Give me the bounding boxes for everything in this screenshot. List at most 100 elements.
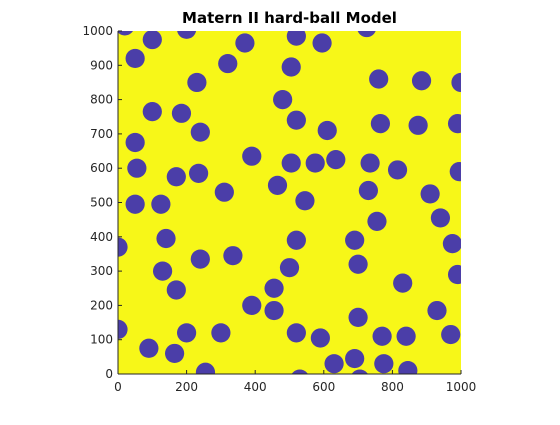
data-point-55 bbox=[264, 278, 284, 298]
y-tick-label-4: 400 bbox=[90, 230, 113, 244]
data-point-10 bbox=[357, 31, 376, 38]
data-point-15 bbox=[171, 103, 192, 123]
data-point-18 bbox=[286, 110, 306, 130]
data-point-45 bbox=[430, 208, 451, 228]
data-point-12 bbox=[411, 71, 432, 91]
x-tick-label-1: 200 bbox=[175, 380, 198, 394]
y-tick-label-6: 600 bbox=[90, 161, 113, 175]
data-point-52 bbox=[348, 254, 368, 274]
points-layer bbox=[118, 31, 461, 374]
x-tick-label-5: 1000 bbox=[446, 380, 477, 394]
data-point-4 bbox=[187, 72, 207, 93]
data-point-9 bbox=[312, 33, 332, 53]
data-point-47 bbox=[118, 237, 128, 257]
data-point-33 bbox=[449, 162, 461, 182]
data-point-44 bbox=[367, 211, 387, 231]
data-point-7 bbox=[281, 57, 301, 77]
y-tick-label-5: 500 bbox=[90, 196, 113, 210]
data-point-38 bbox=[295, 191, 315, 211]
y-tick-label-1: 100 bbox=[90, 333, 113, 347]
data-point-39 bbox=[358, 180, 378, 201]
data-point-34 bbox=[125, 194, 145, 214]
data-point-70 bbox=[164, 343, 185, 364]
data-point-24 bbox=[127, 158, 147, 178]
data-point-29 bbox=[305, 153, 325, 173]
data-point-35 bbox=[151, 194, 171, 214]
y-tick-label-10: 1000 bbox=[82, 24, 113, 38]
data-point-5 bbox=[218, 53, 238, 74]
data-point-11 bbox=[369, 69, 389, 89]
y-tick-label-3: 300 bbox=[90, 264, 113, 278]
y-axis: 0 100 200 300 400 500 600 700 800 900 1000 bbox=[82, 24, 122, 381]
data-point-71 bbox=[324, 354, 344, 374]
x-tick-label-3: 600 bbox=[312, 380, 335, 394]
data-point-36 bbox=[214, 182, 234, 202]
data-point-46 bbox=[442, 234, 461, 254]
data-point-43 bbox=[345, 230, 365, 250]
data-point-27 bbox=[242, 146, 262, 166]
data-point-54 bbox=[166, 280, 186, 300]
data-point-72 bbox=[345, 348, 365, 369]
data-point-61 bbox=[118, 319, 128, 340]
data-point-25 bbox=[166, 167, 186, 187]
data-point-16 bbox=[190, 122, 210, 142]
data-point-32 bbox=[387, 160, 408, 180]
data-point-67 bbox=[396, 326, 416, 346]
data-point-49 bbox=[190, 249, 210, 269]
data-point-37 bbox=[267, 175, 288, 195]
data-point-66 bbox=[372, 326, 392, 346]
y-tick-label-7: 700 bbox=[90, 127, 113, 141]
data-point-40 bbox=[420, 184, 440, 204]
data-point-51 bbox=[279, 258, 300, 278]
chart-title: Matern II hard-ball Model bbox=[182, 9, 397, 27]
data-point-2 bbox=[177, 31, 197, 39]
data-point-62 bbox=[177, 323, 197, 343]
data-point-23 bbox=[125, 132, 145, 153]
data-point-50 bbox=[223, 246, 243, 266]
data-point-6 bbox=[235, 33, 255, 53]
data-point-53 bbox=[447, 264, 461, 285]
data-point-13 bbox=[451, 72, 461, 93]
x-axis: 0 200 400 600 800 1000 bbox=[114, 370, 476, 394]
data-point-42 bbox=[286, 230, 306, 250]
data-point-73 bbox=[374, 354, 394, 374]
y-tick-label-9: 900 bbox=[90, 58, 113, 72]
data-point-69 bbox=[139, 338, 159, 358]
plot-area bbox=[118, 31, 461, 374]
data-point-30 bbox=[326, 150, 346, 170]
data-point-8 bbox=[286, 31, 306, 46]
data-point-19 bbox=[317, 120, 337, 141]
data-point-48 bbox=[152, 261, 173, 281]
data-point-3 bbox=[125, 48, 145, 69]
data-point-31 bbox=[360, 153, 380, 173]
data-point-75 bbox=[195, 362, 216, 374]
data-point-0 bbox=[118, 31, 133, 36]
data-point-20 bbox=[370, 114, 390, 134]
x-tick-label-0: 0 bbox=[114, 380, 122, 394]
data-point-76 bbox=[291, 369, 308, 374]
data-point-28 bbox=[281, 153, 301, 173]
data-point-1 bbox=[142, 31, 162, 50]
y-tick-label-0: 0 bbox=[105, 367, 113, 381]
data-point-59 bbox=[427, 300, 447, 321]
data-point-74 bbox=[398, 360, 418, 374]
data-point-77 bbox=[351, 369, 368, 374]
y-tick-label-2: 200 bbox=[90, 298, 113, 312]
data-point-57 bbox=[242, 295, 262, 315]
x-tick-label-4: 800 bbox=[381, 380, 404, 394]
data-point-60 bbox=[348, 307, 368, 328]
data-point-17 bbox=[273, 90, 293, 110]
data-point-14 bbox=[142, 102, 162, 122]
data-point-41 bbox=[156, 228, 176, 249]
data-point-26 bbox=[189, 163, 209, 183]
data-point-21 bbox=[408, 115, 428, 135]
data-point-56 bbox=[393, 273, 413, 293]
data-point-22 bbox=[447, 114, 461, 134]
x-tick-label-2: 400 bbox=[244, 380, 267, 394]
data-point-63 bbox=[211, 323, 231, 343]
data-point-65 bbox=[310, 328, 330, 348]
data-point-64 bbox=[286, 323, 306, 343]
data-point-68 bbox=[441, 324, 461, 345]
data-point-58 bbox=[264, 300, 284, 321]
